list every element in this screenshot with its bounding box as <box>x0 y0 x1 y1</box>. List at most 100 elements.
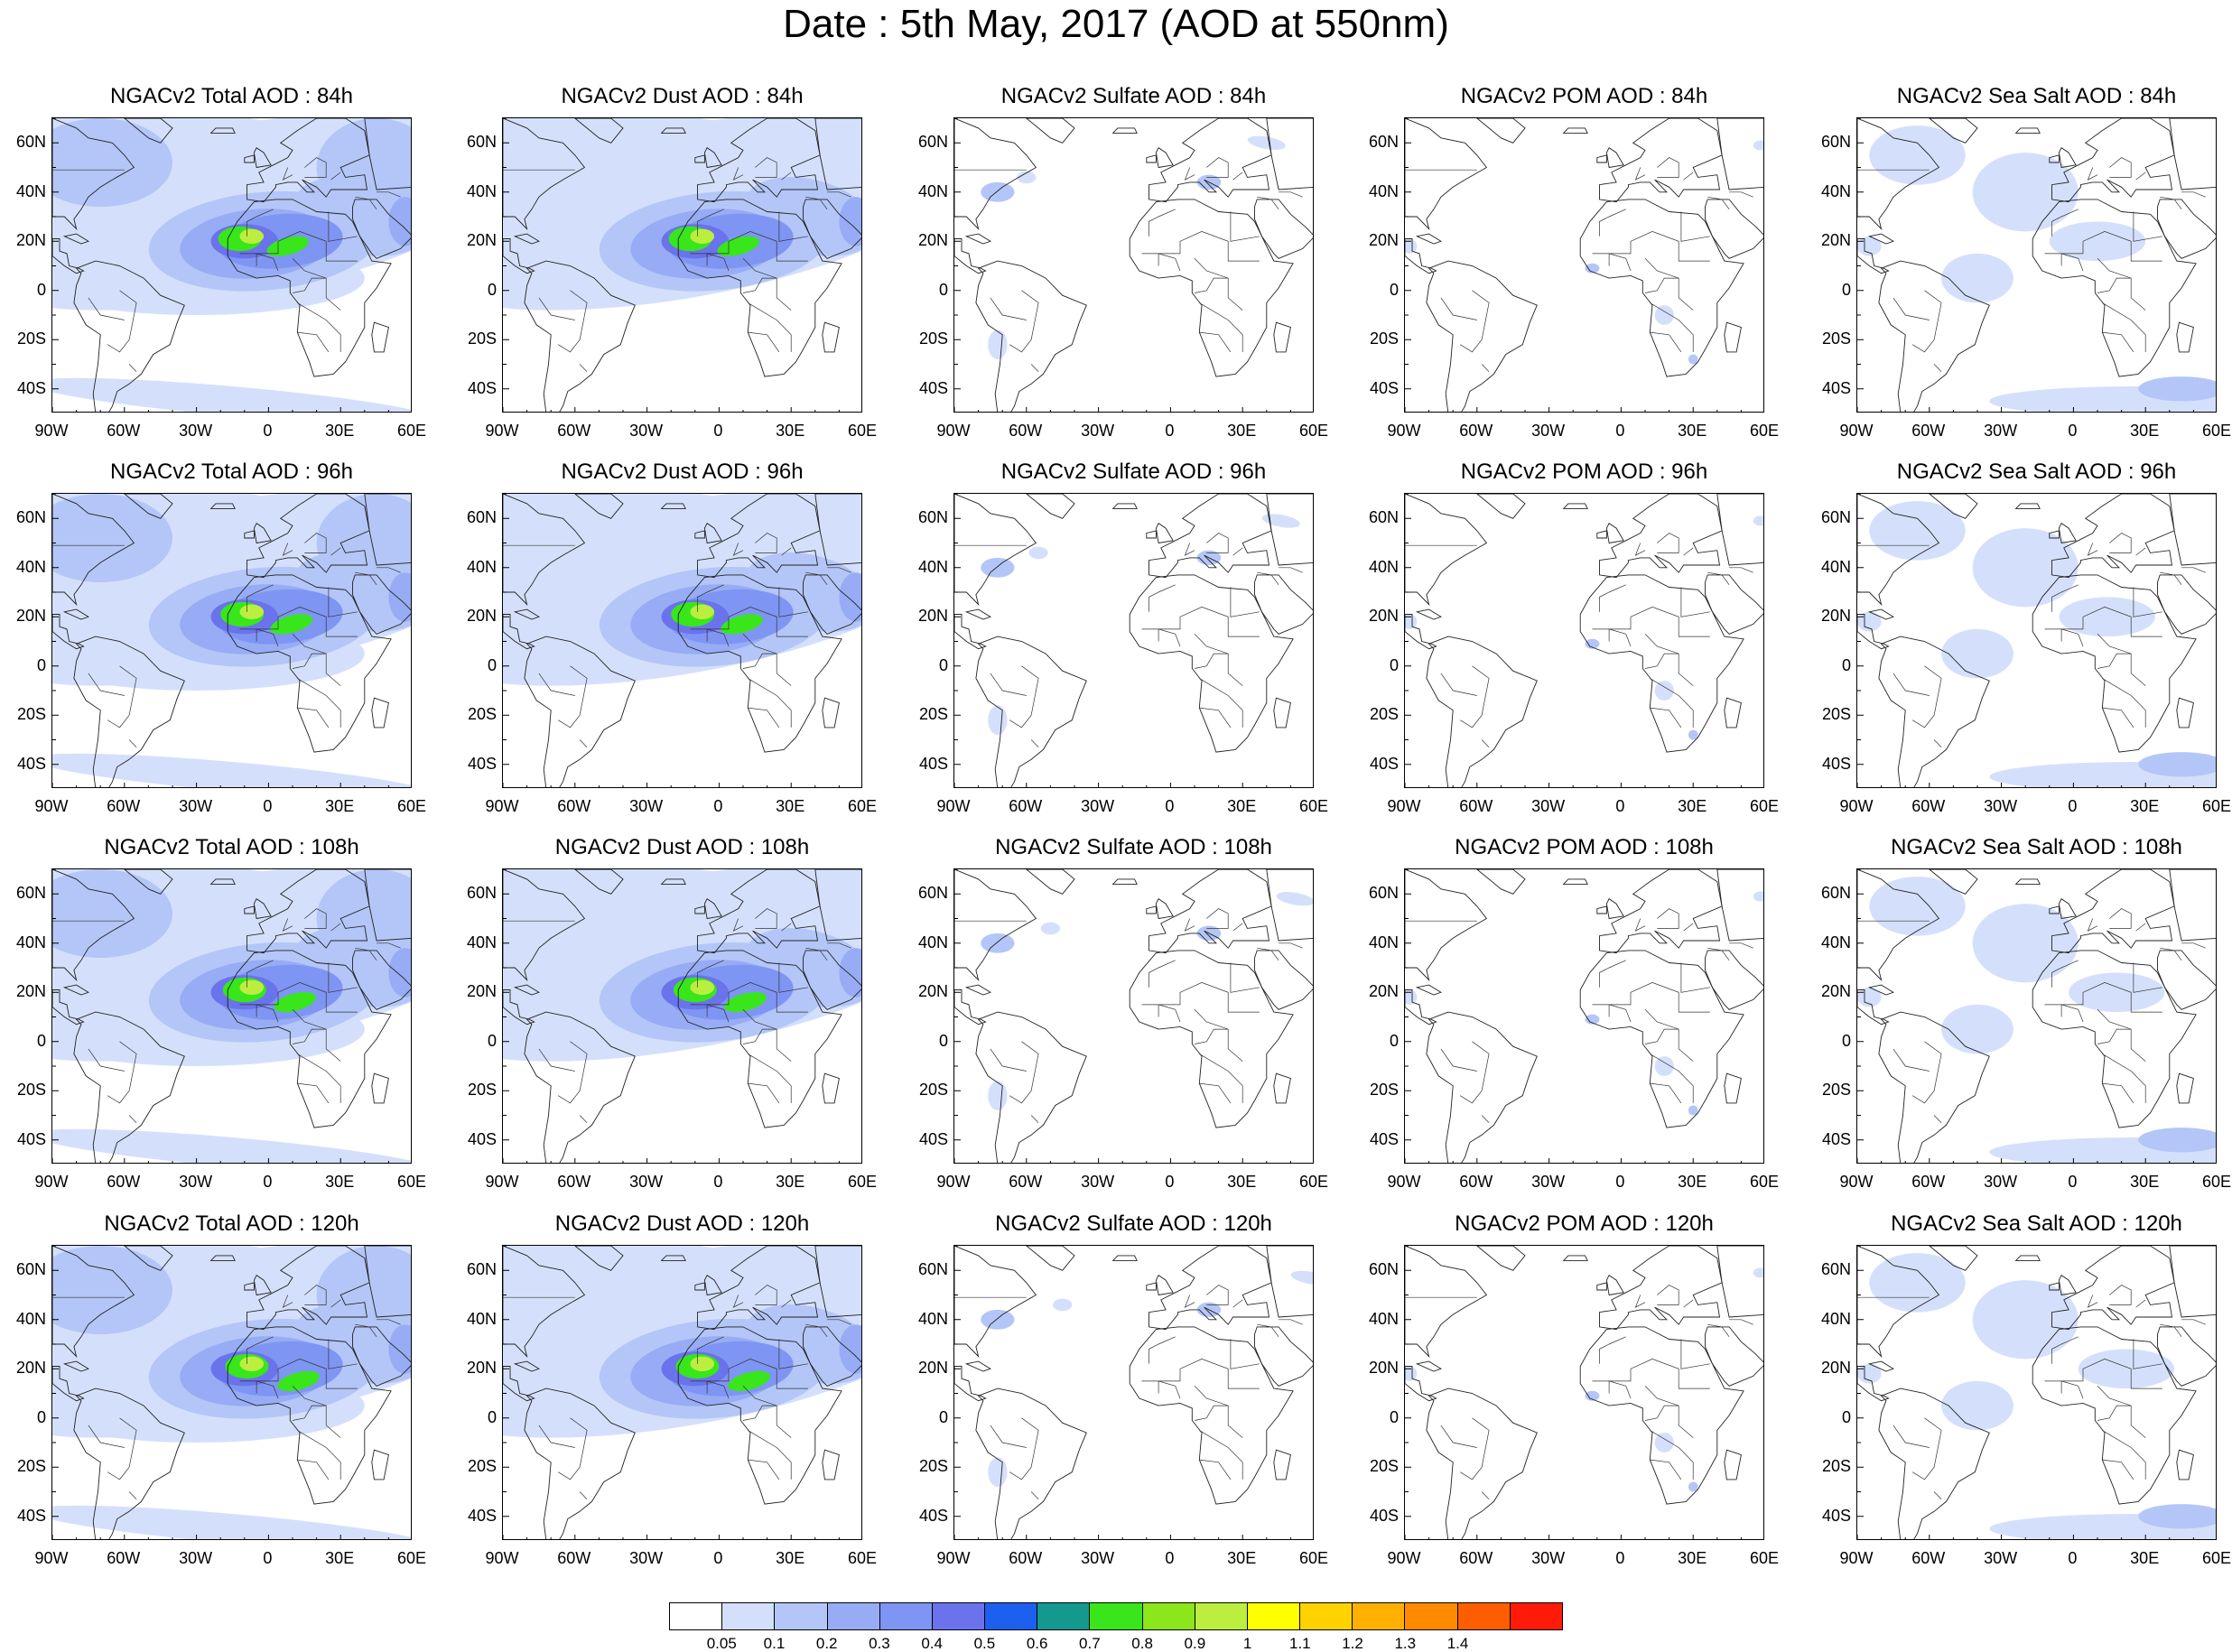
country-border <box>1158 1380 1181 1399</box>
country-border <box>292 1028 327 1044</box>
coastline <box>246 869 370 954</box>
colorbar-label: 0.1 <box>763 1635 786 1652</box>
coastline <box>954 614 987 650</box>
lon-label: 30E <box>325 797 355 815</box>
lat-label: 40S <box>1821 378 1851 397</box>
coastline <box>352 950 411 1010</box>
coastline <box>244 530 255 539</box>
aod-contour <box>1688 1481 1698 1492</box>
country-border <box>1644 634 1694 686</box>
country-border <box>1440 297 1477 320</box>
lon-label: 90W <box>936 1173 971 1191</box>
coastline <box>1599 494 1723 579</box>
figure-title: Date : 5th May, 2017 (AOD at 550nm) <box>783 2 1449 46</box>
country-border <box>1644 1009 1694 1062</box>
colorbar-label: 0.2 <box>815 1635 838 1652</box>
lat-label: 40N <box>466 181 497 200</box>
lon-label: 60E <box>1298 422 1329 440</box>
coastline <box>1929 494 1978 519</box>
country-border <box>107 290 137 353</box>
lon-label: 60E <box>396 422 427 440</box>
country-border <box>1158 1004 1181 1023</box>
country-border <box>2097 1009 2146 1062</box>
aod-map <box>954 1246 1313 1539</box>
colorbar-label: 0.4 <box>921 1635 943 1652</box>
lon-label: 30E <box>2130 1173 2160 1191</box>
country-border <box>1440 1048 1477 1072</box>
aod-contour <box>690 1356 715 1371</box>
coastline <box>2051 869 2175 954</box>
country-border <box>1199 1053 1243 1103</box>
coastline <box>954 989 987 1026</box>
country-border <box>304 908 327 929</box>
country-border <box>2060 1004 2084 1023</box>
aod-map <box>1405 869 1763 1163</box>
coastline <box>1111 127 1138 134</box>
country-border <box>538 1048 575 1072</box>
lat-label: 60N <box>466 884 497 903</box>
coastline <box>822 1449 840 1480</box>
coastline <box>1026 1246 1075 1271</box>
country-border <box>1184 543 1195 556</box>
coastline <box>1026 494 1075 519</box>
country-border <box>1257 196 1279 210</box>
country-border <box>1599 209 1626 237</box>
aod-contour <box>981 933 1015 953</box>
lat-label: 40N <box>917 1309 948 1328</box>
aod-contour <box>2069 972 2165 1013</box>
lon-label: 30E <box>776 422 805 440</box>
country-border <box>128 739 137 747</box>
country-border <box>107 1417 137 1480</box>
coastline <box>73 1387 185 1539</box>
coastline <box>2176 321 2194 353</box>
country-border <box>304 157 327 178</box>
lat-label: 0 <box>1389 1031 1399 1050</box>
coastline <box>694 905 705 914</box>
coastline <box>1857 238 1890 274</box>
country-border <box>2097 634 2146 686</box>
lat-label: 20N <box>1820 607 1851 626</box>
coastline <box>1155 1275 1174 1296</box>
coastline <box>954 118 1037 231</box>
coastline <box>1415 608 1442 620</box>
coastline <box>1026 118 1075 144</box>
lon-label: 30W <box>1984 797 2018 815</box>
country-border <box>732 543 744 556</box>
country-border <box>2160 947 2182 961</box>
map-panel: NGACv2 POM AOD : 96h 60N 40N 20N 0 20S 40S 90W 6… <box>1350 459 1818 824</box>
lon-label: 90W <box>1387 422 1421 440</box>
coastline <box>1857 118 1940 231</box>
map-panel: NGACv2 Sea Salt AOD : 84h 60N 40N 20N 0 20S 40… <box>1802 84 2232 449</box>
lon-label: 90W <box>1387 1173 1421 1191</box>
coastline <box>822 321 840 353</box>
aod-contour <box>690 604 715 619</box>
country-border <box>1599 1336 1626 1364</box>
lat-label: 0 <box>487 655 497 674</box>
country-border <box>538 297 575 320</box>
country-border <box>355 196 377 210</box>
coastline <box>1149 869 1272 954</box>
country-border <box>2097 1405 2132 1421</box>
lat-label: 40S <box>1369 754 1399 773</box>
lat-label: 0 <box>36 1407 46 1426</box>
coastline <box>954 494 1037 607</box>
lon-label: 90W <box>485 422 519 440</box>
country-border <box>706 1004 730 1023</box>
country-border <box>2097 1386 2146 1438</box>
lon-label: 90W <box>936 1549 971 1567</box>
colorbar-swatch <box>985 1603 1038 1629</box>
country-border <box>1644 653 1679 669</box>
aod-contour <box>1753 891 1763 902</box>
country-border <box>128 1115 137 1123</box>
lon-label: 30W <box>629 1549 664 1567</box>
aod-contour <box>1654 1056 1674 1076</box>
map-frame <box>1856 868 2217 1164</box>
country-border <box>297 302 341 352</box>
lon-label: 90W <box>34 1549 69 1567</box>
map-frame <box>953 1245 1314 1540</box>
coastline <box>697 118 821 203</box>
lon-label: 90W <box>1839 1549 1874 1567</box>
aod-contour <box>1247 135 1286 150</box>
aod-contour <box>239 228 265 244</box>
aod-contour <box>1290 1270 1313 1285</box>
